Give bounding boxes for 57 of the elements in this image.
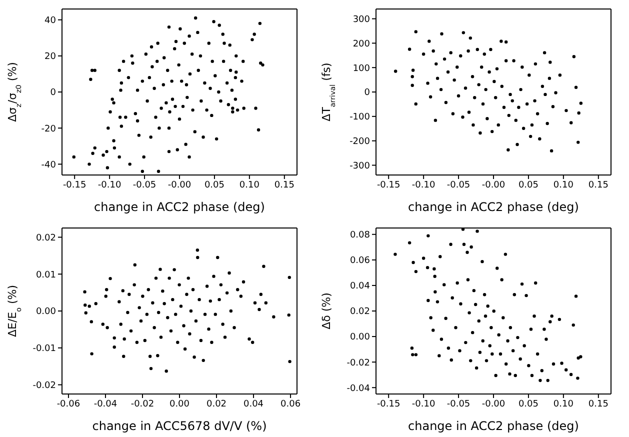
y-tick-label: 0.06 — [350, 256, 370, 266]
y-tick-label: 0 — [50, 88, 56, 98]
x-tick-label: 0.10 — [553, 180, 574, 190]
y-tick-label: -300 — [350, 161, 370, 172]
y-tick-label: 40 — [44, 16, 56, 26]
y-tick-label: 200 — [352, 39, 370, 50]
x-tick-label: -0.10 — [412, 180, 436, 190]
y-tick-label: -0.02 — [346, 358, 370, 368]
y-tick-label: -200 — [350, 137, 370, 148]
x-axis-title: change in ACC2 phase (deg) — [408, 200, 579, 214]
y-tick-label: -0.02 — [32, 380, 56, 390]
x-tick-label: -0.00 — [482, 398, 506, 409]
x-tick-label: -0.06 — [56, 398, 80, 409]
x-tick-label: 0.02 — [206, 398, 227, 409]
x-tick-label: 0.00 — [169, 398, 190, 409]
y-tick-label: -40 — [41, 160, 56, 170]
x-tick-label: -0.15 — [376, 180, 400, 190]
y-tick-label: 0.08 — [350, 230, 370, 240]
y-tick-label: 0.01 — [36, 270, 56, 280]
x-tick-label: 0.04 — [243, 398, 264, 409]
y-tick-label: 0.00 — [350, 332, 370, 342]
x-tick-label: 0.15 — [588, 180, 608, 190]
x-tick-label: 0.05 — [518, 180, 538, 190]
y-tick-label: 0.00 — [36, 306, 56, 317]
x-tick-label: 0.06 — [280, 398, 301, 409]
x-tick-label: -0.04 — [94, 398, 118, 409]
y-tick-label: 0 — [364, 88, 370, 98]
x-tick-label: -0.10 — [98, 180, 122, 190]
y-tick-label: -100 — [350, 112, 370, 123]
x-tick-label: 0.10 — [553, 398, 574, 409]
x-tick-label: -0.00 — [482, 180, 506, 190]
x-tick-label: -0.00 — [168, 180, 192, 190]
x-tick-label: -0.15 — [62, 180, 86, 190]
x-tick-label: -0.02 — [130, 398, 154, 409]
x-tick-label: 0.15 — [588, 398, 608, 409]
x-tick-label: -0.05 — [132, 180, 156, 190]
y-tick-label: 0.02 — [36, 232, 56, 243]
x-axis-title: change in ACC2 phase (deg) — [94, 200, 265, 214]
y-axis-title: Δδ (%) — [320, 292, 333, 329]
x-axis-title: change in ACC5678 dV/V (%) — [92, 418, 267, 432]
x-tick-label: 0.05 — [518, 398, 538, 409]
y-tick-label: 100 — [352, 64, 370, 74]
y-tick-label: -20 — [41, 124, 56, 134]
x-tick-label: 0.10 — [239, 180, 260, 190]
y-tick-label: 20 — [44, 52, 56, 62]
x-tick-label: -0.10 — [412, 398, 436, 409]
x-tick-label: 0.15 — [274, 180, 294, 190]
y-tick-label: -0.04 — [346, 383, 370, 394]
x-tick-label: -0.05 — [446, 398, 470, 409]
y-tick-label: 0.04 — [350, 281, 370, 292]
y-tick-label: 300 — [352, 14, 370, 25]
x-tick-label: 0.05 — [204, 180, 224, 190]
x-tick-label: -0.05 — [446, 180, 470, 190]
x-axis-title: change in ACC2 phase (deg) — [408, 418, 579, 432]
x-tick-label: -0.15 — [376, 398, 400, 409]
y-tick-label: 0.02 — [350, 306, 370, 317]
y-tick-label: -0.01 — [32, 344, 56, 354]
